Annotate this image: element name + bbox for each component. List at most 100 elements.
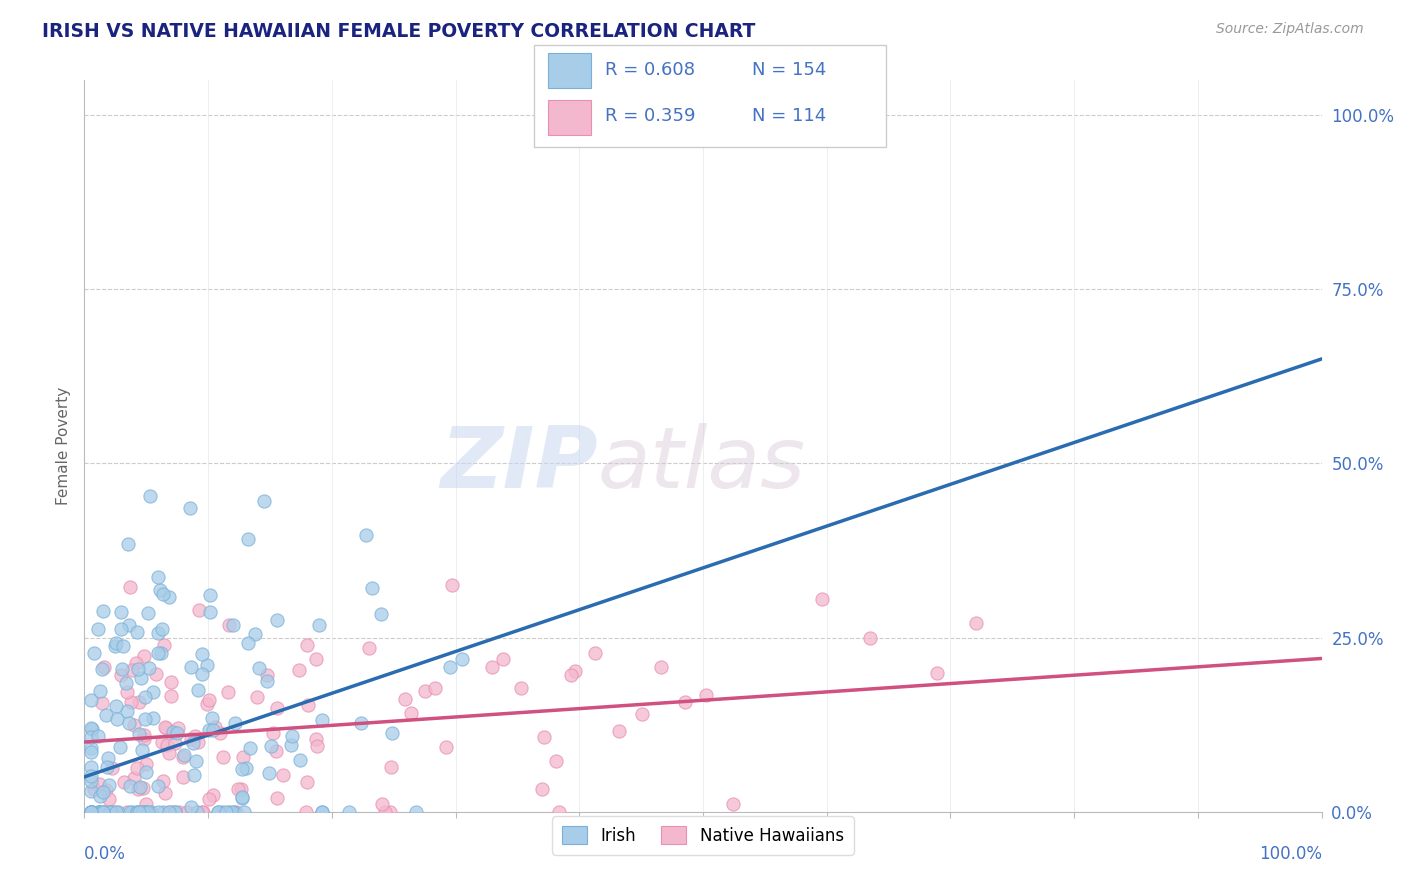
Point: [217, 684, 239, 698]
Point: [229, 782, 252, 797]
Point: [187, 683, 209, 698]
Point: [121, 805, 143, 819]
Point: [413, 684, 436, 698]
Point: [135, 756, 157, 771]
Point: [135, 764, 157, 779]
Point: [172, 750, 194, 764]
Point: [118, 617, 141, 632]
Point: [215, 805, 238, 819]
Point: [311, 805, 333, 819]
Point: [180, 732, 202, 747]
Point: [225, 805, 247, 819]
Point: [146, 646, 169, 660]
Point: [859, 632, 882, 646]
Point: [134, 690, 156, 704]
Point: [152, 774, 174, 789]
Point: [440, 578, 463, 592]
Point: [721, 797, 744, 811]
Point: [266, 790, 288, 805]
Point: [80, 745, 103, 759]
Point: [166, 721, 188, 735]
Point: [98, 805, 121, 819]
Point: [91, 604, 114, 618]
Point: [173, 747, 195, 762]
Point: [311, 805, 333, 819]
Point: [371, 797, 394, 811]
Point: [370, 607, 392, 622]
Point: [531, 781, 554, 796]
Point: [297, 698, 319, 713]
Point: [80, 805, 103, 819]
Point: [87, 777, 110, 791]
Point: [221, 805, 243, 819]
Point: [79, 784, 101, 798]
Point: [127, 781, 149, 796]
Point: [96, 782, 118, 797]
Point: [295, 805, 318, 819]
Point: [79, 805, 101, 819]
Point: [87, 805, 110, 819]
Point: [98, 805, 121, 819]
Point: [127, 805, 149, 819]
Point: [481, 660, 503, 674]
Point: [405, 805, 427, 819]
Point: [288, 664, 311, 678]
Point: [183, 768, 205, 782]
Point: [927, 666, 949, 681]
Point: [260, 739, 283, 754]
Point: [439, 660, 461, 674]
Point: [132, 805, 155, 819]
Point: [82, 805, 104, 819]
Point: [271, 768, 294, 782]
Point: [304, 651, 326, 665]
Point: [93, 660, 115, 674]
FancyBboxPatch shape: [534, 45, 886, 147]
Point: [256, 668, 278, 682]
Point: [266, 701, 288, 715]
Point: [79, 760, 101, 774]
Point: [79, 805, 101, 819]
Point: [195, 658, 218, 673]
Point: [533, 731, 555, 745]
Point: [79, 774, 101, 789]
Point: [132, 728, 155, 742]
Point: [209, 725, 232, 739]
Point: [218, 617, 240, 632]
Point: [136, 805, 159, 819]
Point: [160, 690, 183, 704]
Text: R = 0.608: R = 0.608: [605, 62, 695, 79]
Point: [135, 805, 157, 819]
Point: [207, 805, 229, 819]
Point: [117, 805, 139, 819]
Point: [202, 723, 225, 738]
Point: [195, 697, 218, 711]
Point: [198, 605, 221, 619]
Point: [79, 769, 101, 783]
Point: [381, 726, 404, 740]
Point: [153, 720, 176, 734]
Point: [125, 657, 148, 671]
Point: [146, 780, 169, 794]
Point: [105, 805, 128, 819]
Point: [280, 729, 302, 743]
Point: [79, 721, 101, 735]
Point: [202, 788, 225, 802]
Point: [337, 805, 360, 819]
Text: R = 0.359: R = 0.359: [605, 107, 695, 126]
Point: [104, 639, 127, 653]
Point: [197, 792, 219, 806]
Point: [89, 684, 111, 698]
Point: [128, 805, 150, 819]
Point: [110, 605, 132, 619]
Point: [166, 726, 188, 740]
Point: [374, 805, 396, 819]
Text: 0.0%: 0.0%: [84, 845, 127, 863]
Point: [157, 591, 180, 605]
Point: [122, 718, 145, 732]
Point: [80, 722, 103, 736]
Point: [631, 706, 654, 721]
Point: [155, 721, 177, 735]
Point: [128, 805, 150, 819]
Point: [191, 667, 214, 681]
Point: [89, 805, 111, 819]
